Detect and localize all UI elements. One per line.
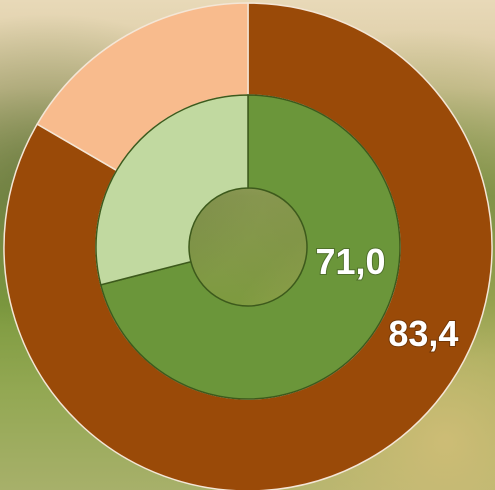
page: {"chart_data": {"type": "donut", "series… [0, 0, 495, 490]
data-label: 71,0 [315, 241, 385, 282]
data-label: 83,4 [388, 313, 458, 354]
chart: 83,471,0 [0, 0, 495, 490]
